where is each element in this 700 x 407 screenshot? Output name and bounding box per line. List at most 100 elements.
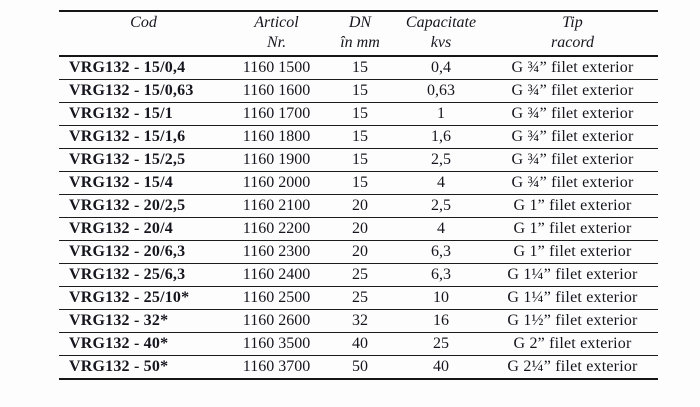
header-line: Cod bbox=[130, 14, 157, 31]
cell-tip-racord: G 1” filet exterior bbox=[513, 220, 632, 237]
cell-tip-racord: G 2” filet exterior bbox=[513, 335, 632, 352]
cell-capacitate-kvs: 10 bbox=[433, 289, 449, 306]
table-row: VRG132 - 15/1,6 1160 1800 15 1,6 G ¾” filet … bbox=[59, 126, 658, 149]
cell-cod: VRG132 - 25/6,3 bbox=[69, 266, 186, 283]
cell-articol-nr: 1160 3500 bbox=[242, 335, 311, 352]
cell-dn-mm: 15 bbox=[352, 59, 368, 76]
cell-cod: VRG132 - 15/4 bbox=[69, 174, 173, 191]
cell-dn-mm: 32 bbox=[352, 312, 368, 329]
cell-capacitate-kvs: 25 bbox=[433, 335, 449, 352]
cell-dn-mm: 15 bbox=[352, 151, 368, 168]
header-line: în mm bbox=[340, 34, 380, 51]
product-spec-table: Cod Articol Nr. DN în mm Capacitate kvs … bbox=[59, 10, 658, 380]
cell-dn-mm: 20 bbox=[352, 220, 368, 237]
table-row: VRG132 - 32* 1160 2600 32 16 G 1½” filet ext… bbox=[59, 310, 658, 333]
column-header-dn-mm: DN în mm bbox=[325, 11, 395, 56]
table-row: VRG132 - 20/2,5 1160 2100 20 2,5 G 1” filet … bbox=[59, 195, 658, 218]
cell-articol-nr: 1160 2100 bbox=[242, 197, 311, 214]
cell-dn-mm: 25 bbox=[352, 266, 368, 283]
column-header-capacitate-kvs: Capacitate kvs bbox=[395, 11, 487, 56]
header-line: Capacitate bbox=[405, 14, 477, 31]
cell-dn-mm: 20 bbox=[352, 243, 368, 260]
cell-articol-nr: 1160 3700 bbox=[242, 358, 311, 375]
cell-cod: VRG132 - 15/2,5 bbox=[69, 151, 186, 168]
cell-capacitate-kvs: 0,4 bbox=[431, 59, 451, 76]
cell-tip-racord: G 1½” filet exterior bbox=[507, 312, 638, 329]
cell-dn-mm: 15 bbox=[352, 174, 368, 191]
table-row: VRG132 - 15/1 1160 1700 15 1 G ¾” filet exte… bbox=[59, 103, 658, 126]
cell-tip-racord: G ¾” filet exterior bbox=[511, 174, 634, 191]
cell-cod: VRG132 - 20/6,3 bbox=[69, 243, 186, 260]
table-row: VRG132 - 15/4 1160 2000 15 4 G ¾” filet exte… bbox=[59, 172, 658, 195]
header-line: Nr. bbox=[266, 34, 287, 51]
cell-tip-racord: G ¾” filet exterior bbox=[511, 59, 634, 76]
cell-tip-racord: G 1¼” filet exterior bbox=[507, 289, 638, 306]
cell-tip-racord: G ¾” filet exterior bbox=[511, 128, 634, 145]
column-header-tip-racord: Tip racord bbox=[487, 11, 658, 56]
cell-articol-nr: 1160 2600 bbox=[242, 312, 311, 329]
cell-tip-racord: G 1” filet exterior bbox=[513, 243, 632, 260]
cell-tip-racord: G ¾” filet exterior bbox=[511, 105, 634, 122]
header-row: Cod Articol Nr. DN în mm Capacitate kvs … bbox=[59, 11, 658, 56]
cell-dn-mm: 15 bbox=[352, 105, 368, 122]
cell-capacitate-kvs: 6,3 bbox=[431, 266, 451, 283]
cell-cod: VRG132 - 20/4 bbox=[69, 220, 173, 237]
header-line: DN bbox=[348, 14, 372, 31]
cell-dn-mm: 15 bbox=[352, 128, 368, 145]
cell-articol-nr: 1160 2200 bbox=[242, 220, 311, 237]
header-line: kvs bbox=[430, 34, 452, 51]
cell-tip-racord: G ¾” filet exterior bbox=[511, 82, 634, 99]
table-row: VRG132 - 50* 1160 3700 50 40 G 2¼” filet ext… bbox=[59, 356, 658, 379]
cell-articol-nr: 1160 2500 bbox=[242, 289, 311, 306]
cell-dn-mm: 50 bbox=[352, 358, 368, 375]
cell-dn-mm: 25 bbox=[352, 289, 368, 306]
cell-tip-racord: G ¾” filet exterior bbox=[511, 151, 634, 168]
cell-articol-nr: 1160 2400 bbox=[242, 266, 311, 283]
cell-capacitate-kvs: 40 bbox=[433, 358, 449, 375]
table-row: VRG132 - 20/4 1160 2200 20 4 G 1” filet exte… bbox=[59, 218, 658, 241]
table-row: VRG132 - 15/0,63 1160 1600 15 0,63 G ¾” file… bbox=[59, 80, 658, 103]
table-row: VRG132 - 20/6,3 1160 2300 20 6,3 G 1” filet … bbox=[59, 241, 658, 264]
cell-capacitate-kvs: 2,5 bbox=[431, 151, 451, 168]
cell-cod: VRG132 - 50* bbox=[69, 358, 169, 375]
header-line: Tip bbox=[562, 14, 583, 31]
table-row: VRG132 - 25/6,3 1160 2400 25 6,3 G 1¼” filet… bbox=[59, 264, 658, 287]
cell-tip-racord: G 2¼” filet exterior bbox=[507, 358, 638, 375]
cell-cod: VRG132 - 40* bbox=[69, 335, 169, 352]
table-row: VRG132 - 15/2,5 1160 1900 15 2,5 G ¾” filet … bbox=[59, 149, 658, 172]
cell-cod: VRG132 - 20/2,5 bbox=[69, 197, 186, 214]
cell-dn-mm: 20 bbox=[352, 197, 368, 214]
cell-capacitate-kvs: 1 bbox=[437, 105, 445, 122]
cell-cod: VRG132 - 15/1 bbox=[69, 105, 173, 122]
cell-capacitate-kvs: 0,63 bbox=[427, 82, 455, 99]
column-header-cod: Cod bbox=[59, 11, 228, 56]
cell-capacitate-kvs: 1,6 bbox=[431, 128, 451, 145]
cell-capacitate-kvs: 4 bbox=[437, 220, 445, 237]
header-line bbox=[59, 33, 228, 53]
cell-articol-nr: 1160 2300 bbox=[242, 243, 311, 260]
cell-articol-nr: 1160 2000 bbox=[242, 174, 311, 191]
cell-articol-nr: 1160 1600 bbox=[242, 82, 311, 99]
cell-tip-racord: G 1¼” filet exterior bbox=[507, 266, 638, 283]
cell-articol-nr: 1160 1700 bbox=[242, 105, 311, 122]
cell-cod: VRG132 - 15/1,6 bbox=[69, 128, 186, 145]
header-line: racord bbox=[551, 34, 594, 51]
cell-capacitate-kvs: 2,5 bbox=[431, 197, 451, 214]
table-row: VRG132 - 25/10* 1160 2500 25 10 G 1¼” filet … bbox=[59, 287, 658, 310]
cell-cod: VRG132 - 25/10* bbox=[69, 289, 190, 306]
cell-articol-nr: 1160 1500 bbox=[242, 59, 311, 76]
header-line: Articol bbox=[254, 14, 299, 31]
cell-capacitate-kvs: 6,3 bbox=[431, 243, 451, 260]
cell-cod: VRG132 - 32* bbox=[69, 312, 169, 329]
table-header: Cod Articol Nr. DN în mm Capacitate kvs … bbox=[59, 11, 658, 56]
cell-cod: VRG132 - 15/0,4 bbox=[69, 59, 186, 76]
table-row: VRG132 - 15/0,4 1160 1500 15 0,4 G ¾” filet … bbox=[59, 56, 658, 80]
table-row: VRG132 - 40* 1160 3500 40 25 G 2” filet exte… bbox=[59, 333, 658, 356]
cell-articol-nr: 1160 1800 bbox=[242, 128, 311, 145]
cell-capacitate-kvs: 4 bbox=[437, 174, 445, 191]
cell-articol-nr: 1160 1900 bbox=[242, 151, 311, 168]
cell-dn-mm: 15 bbox=[352, 82, 368, 99]
table-body: VRG132 - 15/0,4 1160 1500 15 0,4 G ¾” filet … bbox=[59, 56, 658, 379]
cell-capacitate-kvs: 16 bbox=[433, 312, 449, 329]
